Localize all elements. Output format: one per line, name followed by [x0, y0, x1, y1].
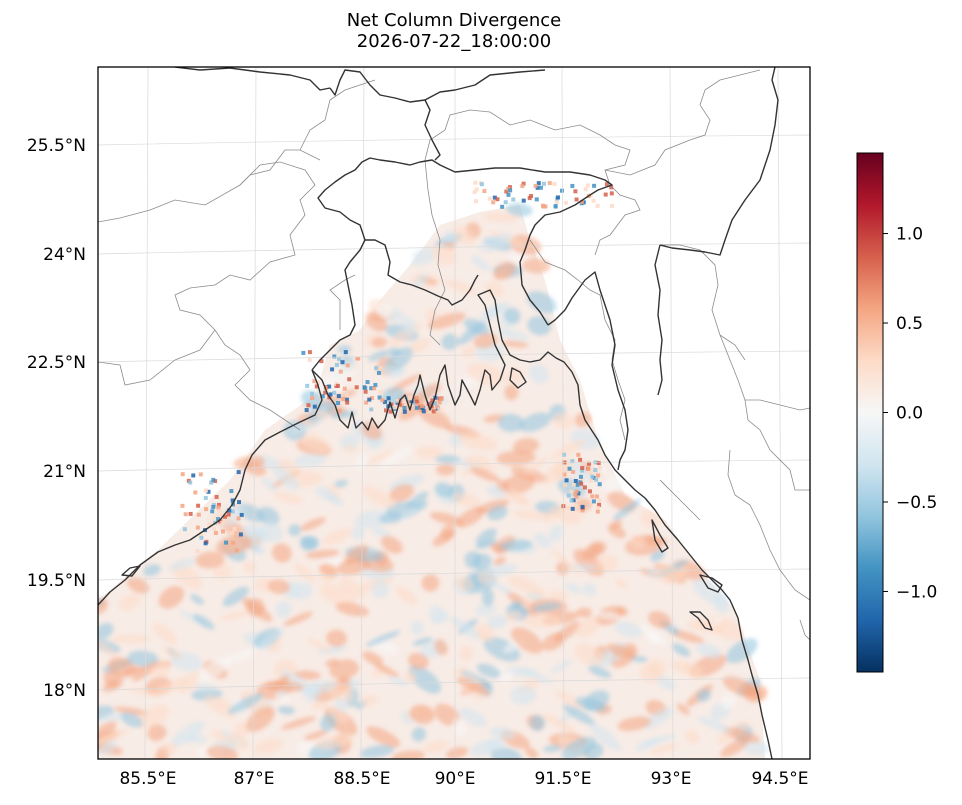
figure-title: Net Column Divergence 2026-07-22_18:00:0… [98, 10, 810, 52]
map-panel [98, 67, 810, 759]
lon-tick-label: 91.5°E [534, 769, 591, 789]
colorbar-tick-label: 1.0 [896, 225, 923, 245]
lon-tick-label: 85.5°E [119, 769, 176, 789]
colorbar-tick-label: −0.5 [896, 493, 937, 513]
lat-tick-label: 24°N [43, 245, 86, 265]
lon-tick-label: 93°E [651, 769, 692, 789]
lon-tick-label: 88.5°E [333, 769, 390, 789]
lat-tick-label: 19.5°N [27, 571, 86, 591]
lon-tick-label: 87°E [234, 769, 275, 789]
latitude-labels: 25.5°N 24°N 22.5°N 21°N 19.5°N 18°N [27, 136, 86, 701]
map-frame [97, 66, 811, 760]
lat-tick-label: 21°N [43, 462, 86, 482]
lon-tick-label: 94.5°E [751, 769, 808, 789]
state-boundaries [98, 69, 810, 641]
title-line-1: Net Column Divergence [346, 10, 562, 31]
lon-tick-label: 90°E [435, 769, 476, 789]
colorbar-tick-label: −1.0 [896, 582, 937, 602]
lat-tick-label: 18°N [43, 681, 86, 701]
colorbar-tick-label: 0.0 [896, 404, 923, 424]
lat-tick-label: 25.5°N [27, 136, 86, 156]
title-line-2: 2026-07-22_18:00:00 [356, 31, 552, 52]
gridlines [98, 67, 810, 759]
longitude-labels: 85.5°E 87°E 88.5°E 90°E 91.5°E 93°E 94.5°E [119, 769, 808, 789]
coastline-and-borders [98, 67, 779, 759]
colorbar-tick-label: 0.5 [896, 314, 923, 334]
colorbar: 1.0 0.5 0.0 −0.5 −1.0 [856, 152, 937, 673]
colorbar-gradient [856, 152, 884, 673]
lat-tick-label: 22.5°N [27, 353, 86, 373]
